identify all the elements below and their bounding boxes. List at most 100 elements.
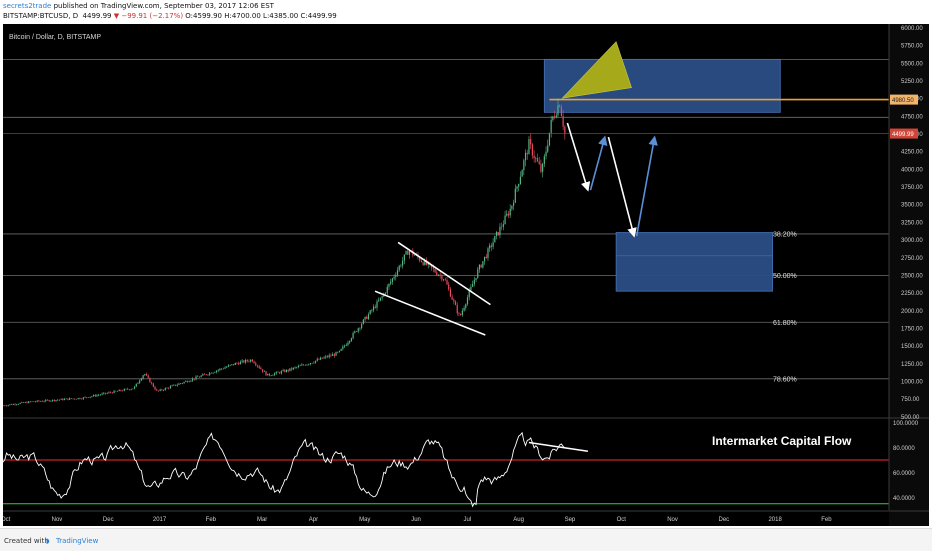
candle — [530, 133, 532, 150]
candle — [277, 370, 279, 373]
created-with-label: Created with — [4, 537, 49, 545]
candle — [63, 398, 66, 401]
candle — [451, 294, 453, 301]
candle — [45, 398, 47, 403]
candle — [285, 369, 288, 373]
author-link[interactable]: secrets2trade — [3, 2, 52, 10]
publish-info: published on TradingView.com, September … — [53, 2, 274, 10]
candle — [366, 315, 368, 320]
current-price-label: 4499.99 — [892, 132, 914, 138]
price-tick-label: 750.00 — [901, 397, 920, 403]
candle — [217, 369, 219, 373]
time-tick-label: Jul — [464, 517, 472, 523]
candle — [195, 375, 197, 381]
candle — [386, 284, 388, 296]
candle — [390, 278, 392, 286]
candle — [251, 358, 253, 363]
candle — [338, 350, 341, 353]
candle — [480, 264, 482, 269]
candle — [453, 298, 455, 305]
candle — [70, 398, 72, 400]
candle — [221, 368, 223, 371]
candle — [536, 153, 539, 163]
candle — [226, 366, 228, 368]
candle — [337, 351, 339, 354]
candle — [287, 369, 289, 373]
candle — [311, 362, 313, 364]
candle — [113, 389, 115, 394]
chart-canvas[interactable]: 38.20% 50.00% 61.80% 78.60% 6000.00 5750.00 5… — [0, 24, 929, 526]
candle — [506, 210, 508, 217]
tradingview-brand[interactable]: TradingView — [56, 537, 99, 545]
candle — [458, 312, 460, 317]
candle — [130, 388, 132, 391]
candle — [422, 261, 424, 267]
indicator-line — [2, 431, 566, 508]
candle — [376, 299, 378, 311]
channel-line — [397, 241, 491, 306]
candle — [11, 403, 13, 405]
price-tick-label: 2750.00 — [901, 256, 923, 262]
candle — [342, 344, 344, 351]
candle — [330, 353, 332, 358]
close-value: C:4499.99 — [300, 12, 337, 20]
candle — [314, 360, 317, 364]
candle — [183, 381, 185, 384]
candle — [24, 401, 26, 404]
candle — [207, 374, 209, 376]
candle — [214, 371, 216, 373]
price-tick-label: 1750.00 — [901, 326, 923, 332]
candle — [188, 380, 190, 383]
indicator-tick-label: 60.0000 — [893, 471, 915, 477]
candle — [81, 397, 83, 400]
candle — [325, 354, 327, 360]
chart-header: secrets2trade published on TradingView.c… — [0, 0, 932, 22]
candle — [284, 369, 286, 373]
candle — [127, 387, 129, 391]
candle — [238, 361, 240, 366]
candle — [104, 392, 107, 395]
candle — [367, 312, 370, 321]
last-price: 4499.99 — [82, 12, 112, 20]
time-tick-label: Mar — [257, 517, 267, 523]
candle — [350, 337, 352, 342]
candle — [110, 391, 112, 394]
low-value: L:4385.00 — [263, 12, 299, 20]
candle — [92, 394, 95, 397]
candle — [74, 398, 76, 400]
candle — [140, 377, 142, 382]
candle — [186, 380, 189, 383]
candle — [439, 271, 441, 279]
candle — [255, 361, 257, 367]
indicator-layer — [2, 431, 889, 508]
candle — [533, 150, 535, 163]
zones-layer — [543, 58, 781, 292]
candle — [333, 352, 335, 358]
candle — [320, 356, 322, 361]
candle — [504, 210, 506, 225]
candle — [224, 365, 226, 369]
candle — [499, 223, 501, 239]
indicator-tick-label: 40.0000 — [893, 496, 915, 502]
candle — [402, 256, 404, 269]
candles-layer — [2, 98, 566, 407]
candle — [19, 402, 21, 405]
candle — [564, 125, 566, 140]
candle — [219, 368, 221, 372]
ohlc-line: BITSTAMP:BTCUSD, D 4499.99 ▼ −99.91 (−2.… — [3, 12, 337, 20]
candle — [524, 149, 527, 167]
candle — [244, 358, 247, 365]
time-tick-label: Feb — [821, 517, 832, 523]
candle — [487, 246, 489, 262]
candle — [449, 286, 452, 298]
candle — [200, 375, 202, 378]
chart-svg[interactable]: 38.20% 50.00% 61.80% 78.60% 6000.00 5750.00 5… — [0, 24, 929, 526]
fib-level-label: 61.80% — [773, 320, 797, 327]
candle — [84, 396, 86, 398]
candle — [116, 390, 119, 392]
price-tick-label: 4000.00 — [901, 167, 923, 173]
candle — [185, 380, 187, 383]
candle — [475, 278, 477, 283]
candle — [106, 392, 108, 395]
candle — [75, 398, 78, 400]
